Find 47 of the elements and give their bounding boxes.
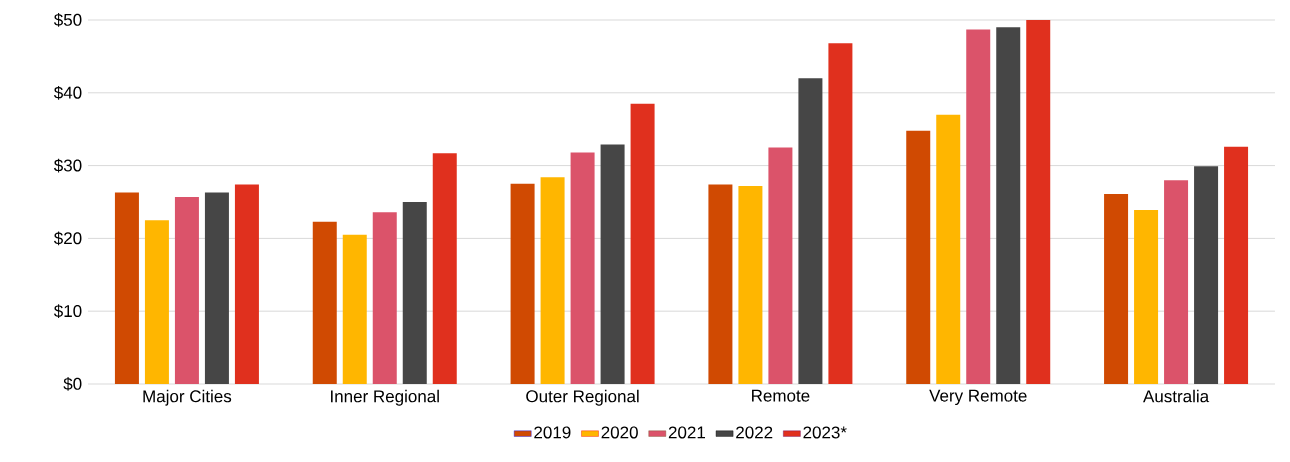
legend-label: 2021	[668, 426, 705, 439]
bar	[738, 185, 763, 384]
legend-label: 2020	[601, 426, 638, 439]
x-tick-label: Australia	[1143, 389, 1210, 403]
legend-label: 2022	[736, 426, 773, 439]
bar	[402, 201, 427, 384]
bar	[966, 29, 991, 384]
bar	[768, 147, 793, 384]
bar	[1104, 193, 1129, 384]
y-tick-label: $40	[53, 85, 82, 100]
bar	[828, 43, 853, 384]
legend-label: 2023*	[803, 426, 847, 439]
x-tick-label: Outer Regional	[526, 389, 639, 406]
bar	[174, 196, 199, 384]
legend-label: 2019	[534, 426, 571, 439]
bar	[570, 152, 595, 384]
bar	[540, 177, 565, 384]
y-tick-label: $10	[53, 304, 82, 319]
bar	[1164, 180, 1189, 384]
bar	[1026, 19, 1051, 384]
y-tick-label: $30	[53, 158, 82, 173]
bar	[1194, 166, 1219, 384]
bar	[312, 221, 337, 384]
bar	[936, 114, 961, 384]
bar	[906, 130, 931, 384]
x-tick-label: Very Remote	[929, 389, 1027, 406]
bar	[996, 27, 1021, 384]
x-tick-label: Remote	[752, 389, 810, 402]
bar	[1224, 146, 1249, 384]
bar	[1134, 210, 1159, 384]
bar	[144, 220, 169, 384]
bar	[510, 183, 535, 384]
bar	[372, 212, 397, 384]
x-tick-label: Inner Regional	[331, 389, 439, 406]
y-tick-label: $20	[53, 231, 82, 246]
bar	[342, 234, 367, 384]
x-tick-label: Major Cities	[143, 389, 232, 406]
bar	[600, 144, 625, 384]
y-tick-label: $50	[53, 13, 82, 27]
y-tick-label: $0	[63, 377, 82, 391]
bar	[204, 192, 229, 384]
bar	[708, 184, 733, 384]
bar	[114, 192, 139, 384]
bar	[432, 153, 457, 384]
bar	[798, 78, 823, 384]
bar	[630, 103, 655, 384]
bar	[234, 184, 259, 384]
